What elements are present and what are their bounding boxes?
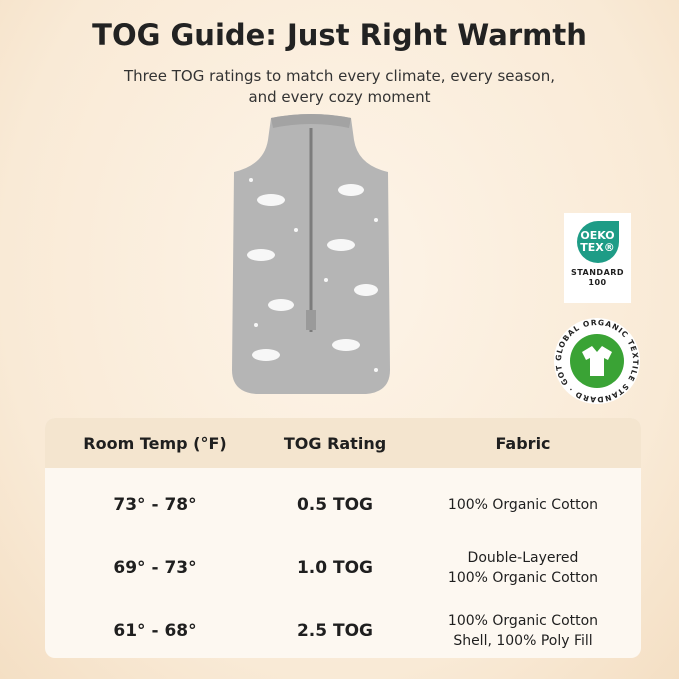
subtitle: Three TOG ratings to match every climate…: [124, 67, 555, 106]
table-row: 69° - 73° 1.0 TOG Double-Layered 100% Org…: [113, 549, 599, 586]
sleep-sack-image: [232, 114, 390, 394]
table-row: 61° - 68° 2.5 TOG 100% Organic Cotton She…: [113, 612, 599, 649]
page-title: TOG Guide: Just Right Warmth: [92, 18, 587, 52]
table-row: 73° - 78° 0.5 TOG 100% Organic Cotton: [113, 494, 599, 515]
gots-badge: GLOBAL ORGANIC TEXTILE STANDARD · GOTS ·: [552, 316, 640, 404]
table-header: Room Temp (°F) TOG Rating Fabric: [45, 418, 641, 468]
tog-table: Room Temp (°F) TOG Rating Fabric 73° - 7…: [45, 418, 641, 658]
oeko-tex-badge: OEKO TEX® STANDARD 100: [564, 213, 631, 303]
